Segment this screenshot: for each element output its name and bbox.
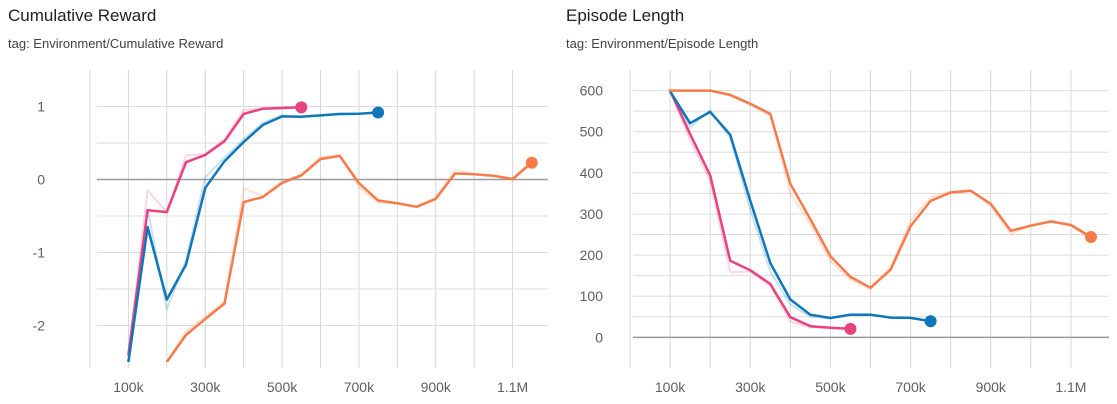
series-line bbox=[165, 154, 534, 362]
y-tick-label: 200 bbox=[580, 247, 604, 263]
x-tick-label: 300k bbox=[190, 379, 221, 395]
x-tick-label: 700k bbox=[344, 379, 375, 395]
x-tick-label: 300k bbox=[735, 379, 766, 395]
x-tick-label: 500k bbox=[815, 379, 846, 395]
series-group bbox=[127, 106, 534, 362]
y-tick-label: 100 bbox=[580, 288, 604, 304]
y-tick-label: -1 bbox=[33, 245, 46, 261]
y-tick-label: 600 bbox=[580, 83, 604, 99]
y-tick-label: 0 bbox=[595, 329, 603, 345]
series-line bbox=[668, 89, 852, 331]
series-line bbox=[668, 89, 1093, 289]
y-tick-label: 500 bbox=[580, 124, 604, 140]
x-tick-label: 1.1M bbox=[497, 379, 528, 395]
cumulative-reward-plot: 1 0 -1 -2 100k 300k 500k 700k 900k 1.1M bbox=[33, 70, 548, 395]
series-end-marker bbox=[844, 322, 857, 335]
series-raw-line bbox=[127, 106, 302, 355]
x-tick-label: 100k bbox=[655, 379, 686, 395]
series-end-marker bbox=[525, 156, 538, 169]
y-tick-label: -2 bbox=[33, 318, 46, 334]
series-end-marker bbox=[372, 106, 385, 119]
chart-tag: tag: Environment/Episode Length bbox=[566, 36, 759, 51]
series-raw-line bbox=[127, 111, 379, 362]
x-tick-label: 900k bbox=[976, 379, 1007, 395]
y-tick-label: 400 bbox=[580, 165, 604, 181]
series-group bbox=[668, 89, 1093, 331]
x-tick-label: 900k bbox=[421, 379, 452, 395]
chart-tag: tag: Environment/Cumulative Reward bbox=[8, 36, 224, 51]
y-tick-label: 1 bbox=[37, 99, 45, 115]
series-end-marker bbox=[924, 315, 937, 328]
y-tick-label: 300 bbox=[580, 206, 604, 222]
series-raw-line bbox=[669, 90, 931, 323]
series-raw-line bbox=[670, 89, 1092, 291]
series-end-marker bbox=[1084, 230, 1097, 243]
episode-length-plot: 600 500 400 300 200 100 0 100k 300k 500k 700k 900k 1… bbox=[580, 70, 1109, 395]
x-tick-label: 100k bbox=[113, 379, 144, 395]
x-tick-label: 700k bbox=[895, 379, 926, 395]
chart-title: Episode Length bbox=[566, 6, 685, 25]
chart-card-cumulative-reward: Cumulative Reward tag: Environment/Cumul… bbox=[0, 0, 558, 404]
x-tick-label: 500k bbox=[267, 379, 298, 395]
x-tick-label: 1.1M bbox=[1055, 379, 1086, 395]
chart-card-episode-length: Episode Length tag: Environment/Episode … bbox=[558, 0, 1117, 404]
series-line bbox=[127, 111, 380, 362]
series-raw-line bbox=[669, 90, 851, 331]
chart-title: Cumulative Reward bbox=[8, 6, 157, 25]
y-tick-label: 0 bbox=[37, 172, 45, 188]
series-end-marker bbox=[295, 101, 308, 114]
series-line bbox=[668, 90, 932, 323]
series-raw-line bbox=[165, 154, 533, 362]
series-line bbox=[127, 106, 303, 356]
